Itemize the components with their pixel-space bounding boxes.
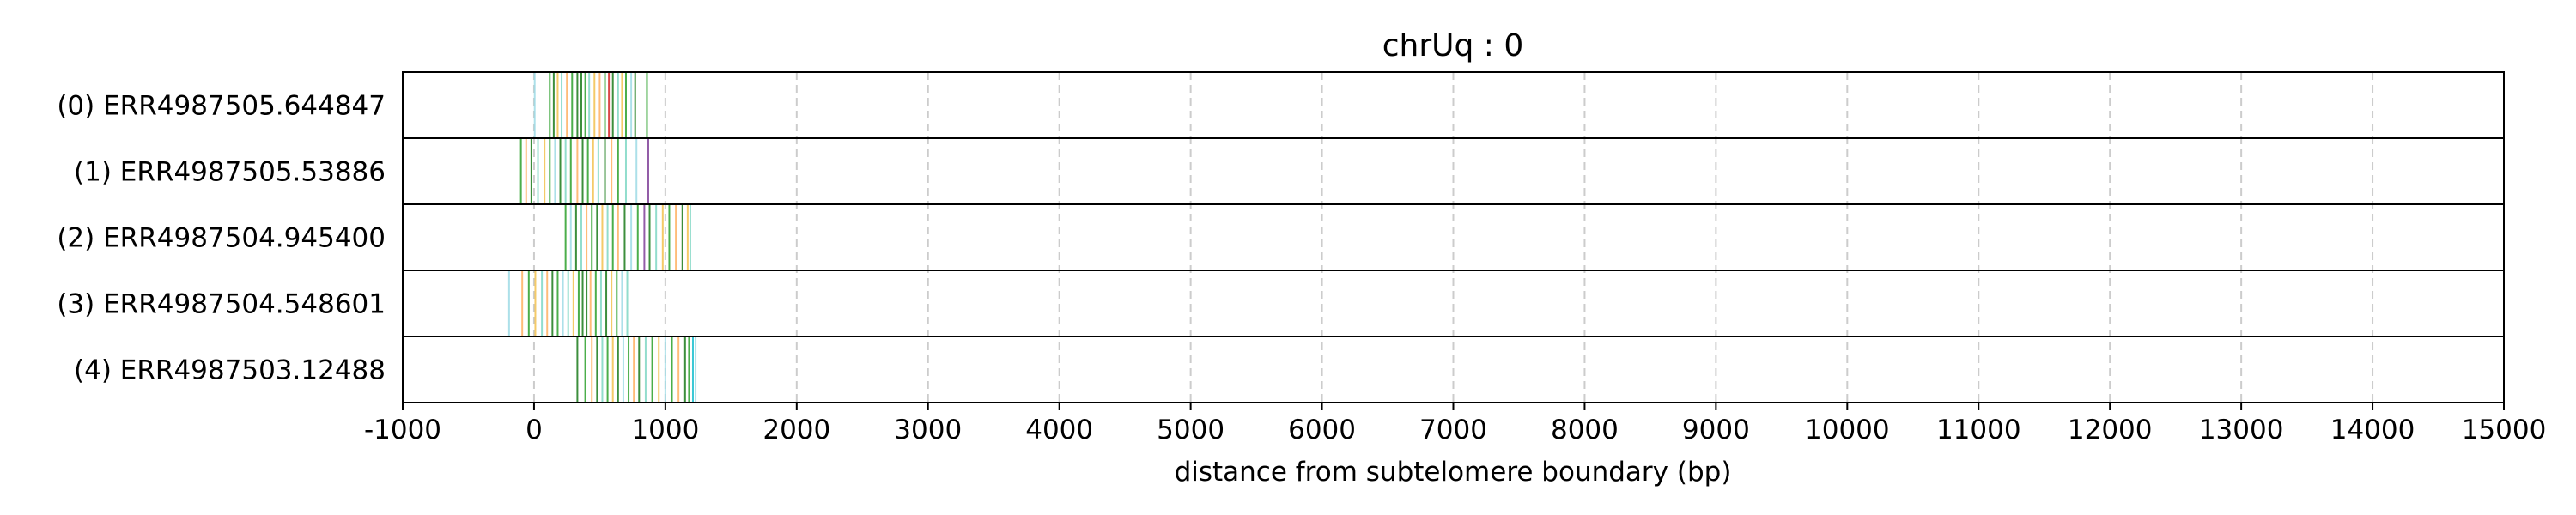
read-row: (3) ERR4987504.548601 [57,270,2505,337]
x-tick-label: 3000 [894,415,962,445]
x-tick-label: 9000 [1682,415,1750,445]
x-axis-label: distance from subtelomere boundary (bp) [1175,457,1732,488]
chart-title: chrUq : 0 [1382,28,1524,64]
x-tick-label: 7000 [1419,415,1487,445]
row-label: (1) ERR4987505.53886 [74,157,386,188]
read-rows: (0) ERR4987505.644847 (1) ERR4987505.5388… [57,71,2505,403]
row-label: (3) ERR4987504.548601 [57,289,386,320]
row-label: (2) ERR4987504.945400 [57,223,386,254]
read-row: (0) ERR4987505.644847 [57,71,2505,139]
x-tick-label: 14000 [2330,415,2415,445]
x-tick-label: 0 [526,415,543,445]
x-tick-label: 2000 [762,415,830,445]
read-row: (1) ERR4987505.53886 [74,137,2505,205]
grid-lines [402,72,2505,403]
row-label: (4) ERR4987503.12488 [74,355,386,386]
x-axis: -1000 0 1000 2000 3000 4000 5000 6000 7000 8000 90… [364,403,2546,445]
x-tick-label: 13000 [2199,415,2284,445]
x-tick-label: -1000 [364,415,441,445]
x-tick-label: 6000 [1288,415,1356,445]
row-label: (0) ERR4987505.644847 [57,91,386,122]
x-tick-label: 8000 [1551,415,1619,445]
x-tick-label: 10000 [1805,415,1890,445]
x-tick-label: 5000 [1157,415,1224,445]
x-tick-label: 15000 [2462,415,2547,445]
x-tick-label: 1000 [631,415,699,445]
read-row: (2) ERR4987504.945400 [57,203,2505,271]
read-row: (4) ERR4987503.12488 [74,336,2505,403]
x-tick-label: 4000 [1025,415,1093,445]
x-tick-label: 12000 [2068,415,2153,445]
x-tick-label: 11000 [1936,415,2021,445]
